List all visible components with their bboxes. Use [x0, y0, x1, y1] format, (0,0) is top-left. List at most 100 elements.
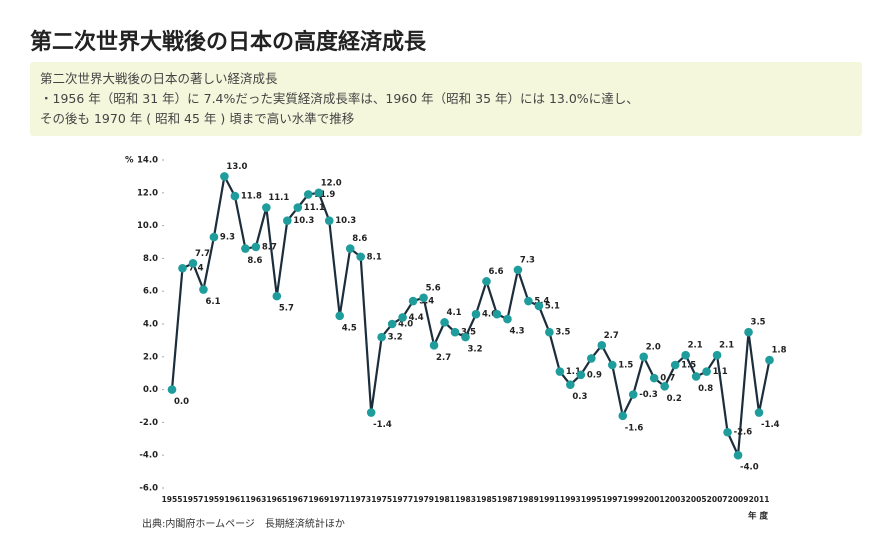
x-tick-label: 1957	[183, 495, 204, 504]
data-label: -1.4	[373, 420, 392, 430]
y-tick-label: 8.0	[143, 254, 158, 264]
data-point	[524, 296, 533, 306]
x-tick-label: 1969	[308, 495, 329, 504]
data-label: 4.4	[409, 313, 424, 323]
data-label: 5.7	[279, 304, 294, 314]
data-point	[733, 450, 743, 460]
x-tick-label: 1959	[203, 495, 224, 504]
data-point	[545, 327, 554, 337]
data-point	[670, 360, 680, 370]
data-label: -2.6	[734, 428, 753, 438]
data-label: 3.5	[751, 318, 766, 328]
data-point	[618, 411, 628, 421]
x-tick-label: 1977	[392, 495, 413, 504]
x-tick-label: 1989	[518, 495, 539, 504]
x-tick-label: 1997	[602, 495, 623, 504]
data-point	[597, 341, 607, 350]
x-tick-label: 1965	[266, 495, 287, 504]
data-label: 7.3	[520, 255, 535, 265]
data-label: 0.2	[667, 394, 682, 404]
data-label: 1.1	[713, 367, 728, 377]
y-tick-label: 0.0	[143, 385, 158, 395]
data-point	[366, 408, 376, 417]
x-tick-label: 1973	[350, 495, 371, 504]
data-label: 0.0	[174, 397, 189, 407]
data-label: 8.6	[247, 256, 262, 266]
data-label: 3.5	[555, 328, 570, 338]
description-line: その後も 1970 年 ( 昭和 45 年 ) 頃まで高い水準で推移	[40, 111, 355, 126]
x-tick-label: 1981	[434, 495, 455, 504]
data-label: 8.7	[262, 242, 277, 252]
data-point	[586, 354, 596, 363]
data-point	[324, 216, 334, 225]
data-point	[345, 244, 355, 253]
x-tick-label: 2011	[749, 495, 770, 504]
data-label: 5.1	[545, 301, 560, 311]
data-point	[220, 172, 229, 181]
data-point	[283, 216, 292, 225]
x-tick-label: 1975	[371, 495, 392, 504]
data-point	[566, 380, 575, 389]
data-point	[314, 188, 324, 198]
data-label: 11.1	[304, 203, 325, 213]
data-label: 4.5	[342, 323, 357, 333]
data-label: 7.4	[188, 264, 203, 274]
data-point	[440, 318, 449, 327]
data-point	[576, 370, 586, 380]
data-label: 6.6	[488, 267, 503, 277]
data-point	[712, 350, 722, 360]
x-tick-label: 1995	[581, 495, 602, 504]
x-tick-label: 2001	[644, 495, 665, 504]
data-label: 5.6	[426, 283, 441, 293]
data-point	[408, 296, 418, 306]
x-tick-label: 1983	[455, 495, 476, 504]
y-tick-label: 2.0	[143, 352, 158, 362]
data-label: 2.7	[436, 353, 451, 363]
data-point	[744, 327, 753, 337]
y-unit: %	[125, 156, 134, 166]
y-tick-label: -2.0	[139, 418, 158, 428]
data-label: -1.4	[761, 420, 780, 430]
data-point	[702, 367, 711, 376]
data-label: 4.0	[398, 320, 413, 330]
data-point	[272, 291, 282, 301]
data-label: 3.2	[388, 333, 403, 343]
data-point	[188, 259, 198, 268]
data-label: -0.3	[639, 390, 658, 400]
data-point	[241, 244, 250, 253]
data-label: -1.6	[625, 423, 644, 433]
data-point	[429, 341, 439, 350]
x-tick-label: 1955	[162, 495, 183, 504]
x-tick-label: 1967	[287, 495, 308, 504]
x-tick-label: 2007	[707, 495, 728, 504]
data-point	[419, 293, 428, 303]
data-point	[639, 352, 649, 362]
page-title: 第二次世界大戦後の日本の高度経済成長	[30, 30, 427, 55]
y-tick-label: 12.0	[137, 188, 158, 198]
data-label: 1.1	[566, 367, 581, 377]
data-label: 6.1	[205, 297, 220, 307]
data-label: 3.2	[468, 345, 483, 355]
data-point	[199, 285, 208, 294]
y-tick-label: 14.0	[137, 156, 158, 166]
data-point	[555, 367, 565, 376]
data-point	[251, 242, 261, 252]
x-axis-label: 年 度	[748, 511, 768, 522]
x-tick-label: 1963	[245, 495, 266, 504]
data-label: 0.7	[660, 374, 675, 384]
data-point	[513, 265, 523, 275]
data-point	[765, 355, 774, 365]
data-label: 13.0	[226, 162, 247, 172]
data-point	[178, 263, 187, 273]
data-label: 1.8	[772, 346, 787, 356]
data-label: -4.0	[740, 463, 759, 473]
data-point	[387, 319, 397, 329]
data-point	[471, 309, 481, 319]
data-label: 4.1	[447, 308, 462, 318]
data-point	[398, 313, 407, 322]
data-point	[628, 390, 638, 399]
y-tick-label: -6.0	[139, 484, 158, 494]
data-label: 10.3	[335, 216, 356, 226]
data-label: 3.5	[461, 328, 476, 338]
